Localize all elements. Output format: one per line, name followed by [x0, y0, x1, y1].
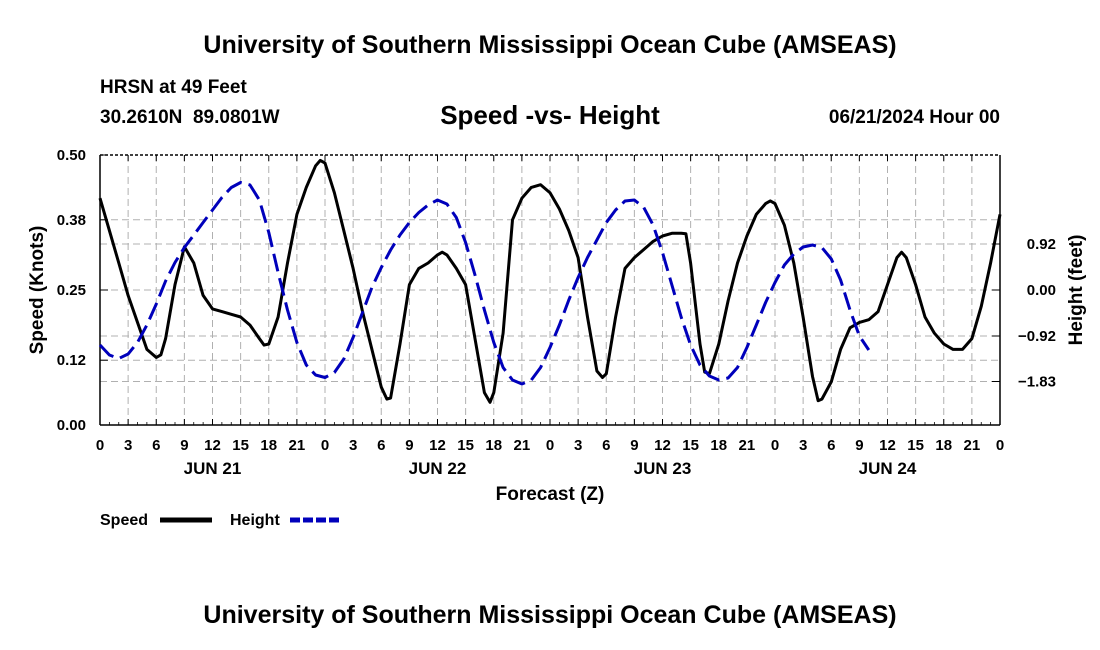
day-label: JUN 21 [184, 459, 242, 478]
legend-label-speed: Speed [100, 512, 148, 529]
legend-label-height: Height [230, 512, 280, 529]
coordinates-label: 30.2610N 89.0801W [100, 107, 280, 128]
x-tick-label: 15 [232, 437, 249, 454]
day-label: JUN 23 [634, 459, 692, 478]
x-tick-label: 3 [574, 437, 582, 454]
x-tick-label: 18 [935, 437, 952, 454]
y-tick-label: 0.50 [57, 147, 86, 164]
series-line-height [98, 181, 871, 386]
x-tick-label: 18 [260, 437, 277, 454]
x-tick-label: 3 [124, 437, 132, 454]
x-tick-label: 3 [349, 437, 357, 454]
x-tick-label: 6 [377, 437, 385, 454]
y-tick-label: 0.25 [57, 282, 86, 299]
x-tick-label: 18 [485, 437, 502, 454]
y2-tick-label: −0.92 [1018, 328, 1056, 345]
x-tick-label: 9 [630, 437, 638, 454]
x-tick-label: 9 [180, 437, 188, 454]
series-line-speed [98, 158, 1002, 404]
day-label: JUN 24 [859, 459, 917, 478]
x-tick-label: 6 [827, 437, 835, 454]
x-tick-label: 0 [321, 437, 329, 454]
y2-tick-label: 0.92 [1027, 236, 1056, 253]
y-tick-label: 0.12 [57, 352, 86, 369]
x-tick-label: 15 [907, 437, 924, 454]
x-tick-label: 12 [204, 437, 221, 454]
x-tick-label: 21 [739, 437, 756, 454]
x-tick-label: 21 [514, 437, 531, 454]
x-tick-label: 12 [429, 437, 446, 454]
x-tick-label: 21 [964, 437, 981, 454]
x-tick-label: 15 [457, 437, 474, 454]
y-tick-label: 0.00 [57, 417, 86, 434]
y-tick-label: 0.38 [57, 212, 86, 229]
x-tick-label: 6 [602, 437, 610, 454]
x-tick-label: 15 [682, 437, 699, 454]
station-label: HRSN at 49 Feet [100, 77, 247, 98]
x-tick-label: 9 [405, 437, 413, 454]
plot-title: Speed -vs- Height [440, 100, 660, 130]
x-tick-label: 21 [289, 437, 306, 454]
day-label: JUN 22 [409, 459, 467, 478]
y2-tick-label: 0.00 [1027, 282, 1056, 299]
y-axis-title: Speed (Knots) [27, 226, 48, 355]
x-tick-label: 12 [654, 437, 671, 454]
x-axis-title: Forecast (Z) [496, 484, 605, 505]
chart-title-bottom: University of Southern Mississippi Ocean… [203, 601, 897, 629]
x-tick-label: 6 [152, 437, 160, 454]
x-tick-label: 0 [996, 437, 1004, 454]
x-tick-label: 18 [710, 437, 727, 454]
chart-title-top: University of Southern Mississippi Ocean… [203, 31, 897, 59]
x-tick-label: 0 [546, 437, 554, 454]
date-label: 06/21/2024 Hour 00 [828, 107, 1000, 128]
x-tick-label: 9 [855, 437, 863, 454]
y2-axis-title: Height (feet) [1066, 235, 1087, 346]
x-tick-label: 0 [771, 437, 779, 454]
x-tick-label: 12 [879, 437, 896, 454]
y2-tick-label: −1.83 [1018, 374, 1056, 391]
x-tick-label: 0 [96, 437, 104, 454]
x-tick-label: 3 [799, 437, 807, 454]
